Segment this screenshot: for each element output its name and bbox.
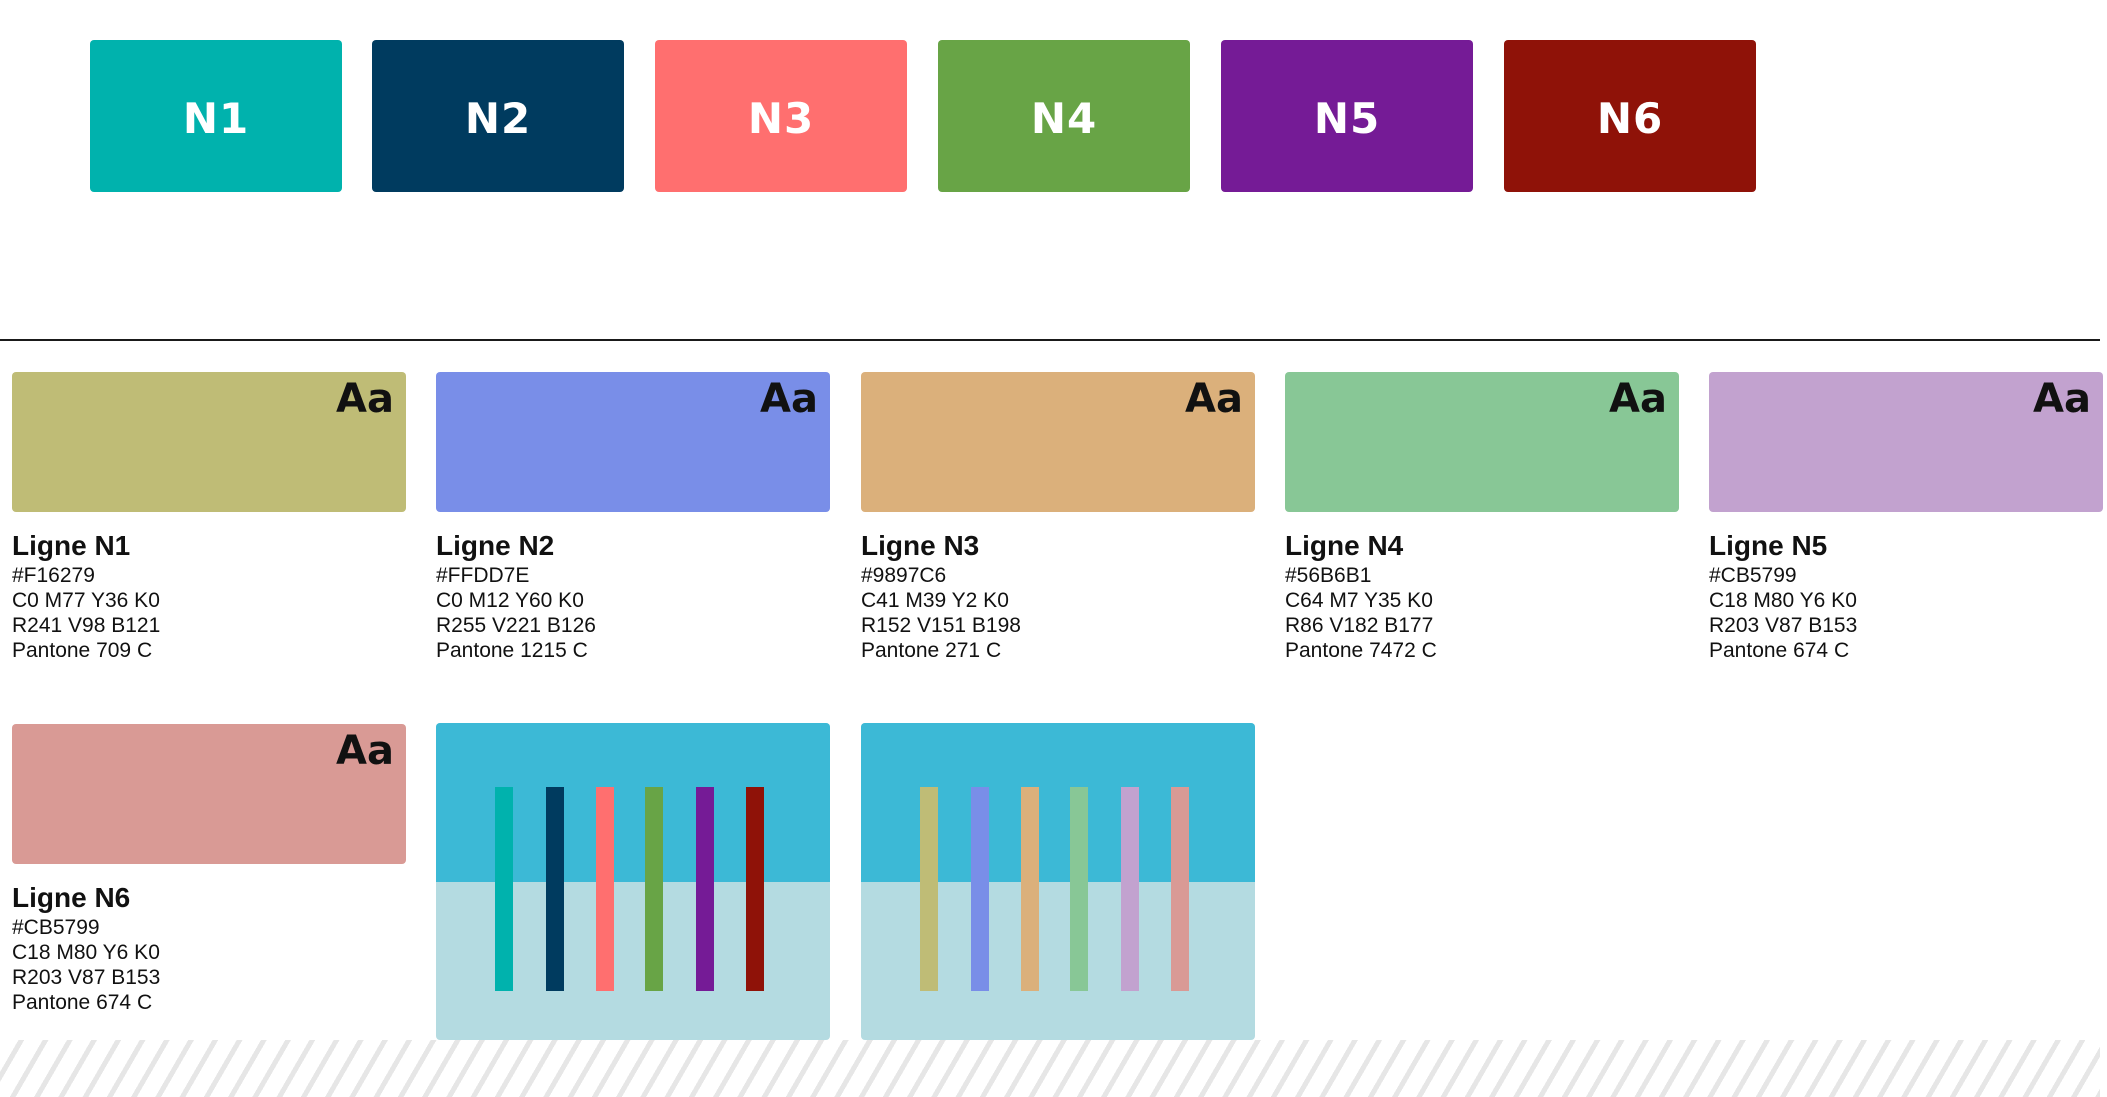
cmyk-values: C41 M39 Y2 K0 — [861, 589, 1009, 612]
cmyk-values: C64 M7 Y35 K0 — [1285, 589, 1433, 612]
swatch-info-3: Ligne N3 #9897C6 C41 M39 Y2 K0 R152 V151 B1… — [861, 529, 1261, 663]
hex-code: #CB5799 — [1709, 564, 1797, 587]
color-bar-5 — [696, 787, 714, 991]
line-tile-label: N2 — [464, 93, 532, 143]
color-bar-6 — [1171, 787, 1189, 991]
swatch-info-5: Ligne N5 #CB5799 C18 M80 Y6 K0 R203 V87 B15… — [1709, 529, 2107, 663]
type-sample: Aa — [2033, 376, 2091, 422]
color-bar-3 — [1021, 787, 1039, 991]
type-sample: Aa — [1609, 376, 1667, 422]
hatched-footer — [0, 1040, 2100, 1097]
hex-code: #FFDD7E — [436, 564, 530, 587]
rgb-values: R203 V87 B153 — [1709, 614, 1858, 637]
swatch-info-2: Ligne N2 #FFDD7E C0 M12 Y60 K0 R255 V221 B1… — [436, 529, 836, 663]
color-swatch-2: Aa — [436, 372, 830, 512]
color-swatch-3: Aa — [861, 372, 1255, 512]
line-tile-1: N1 — [90, 40, 342, 192]
type-sample: Aa — [336, 376, 394, 422]
line-tile-3: N3 — [655, 40, 907, 192]
cmyk-values: C18 M80 Y6 K0 — [12, 941, 160, 964]
line-tile-label: N4 — [1030, 93, 1098, 143]
type-sample: Aa — [336, 728, 394, 774]
pantone-code: Pantone 674 C — [1709, 639, 1850, 662]
color-bar-2 — [546, 787, 564, 991]
swatch-title: Ligne N5 — [1709, 530, 1828, 561]
pantone-code: Pantone 271 C — [861, 639, 1002, 662]
hex-code: #56B6B1 — [1285, 564, 1372, 587]
color-swatch-6: Aa — [12, 724, 406, 864]
color-bar-1 — [495, 787, 513, 991]
type-sample: Aa — [1185, 376, 1243, 422]
section-divider — [0, 339, 2100, 341]
swatch-title: Ligne N6 — [12, 882, 131, 913]
color-bar-5 — [1121, 787, 1139, 991]
line-tile-4: N4 — [938, 40, 1190, 192]
color-bar-6 — [746, 787, 764, 991]
swatch-info-4: Ligne N4 #56B6B1 C64 M7 Y35 K0 R86 V182 B17… — [1285, 529, 1685, 663]
swatch-info-6: Ligne N6 #CB5799 C18 M80 Y6 K0 R203 V87 B15… — [12, 881, 412, 1015]
color-swatch-1: Aa — [12, 372, 406, 512]
line-tile-label: N6 — [1596, 93, 1664, 143]
type-sample: Aa — [760, 376, 818, 422]
line-tile-label: N3 — [747, 93, 815, 143]
color-bar-4 — [1070, 787, 1088, 991]
rgb-values: R203 V87 B153 — [12, 966, 161, 989]
rgb-values: R152 V151 B198 — [861, 614, 1021, 637]
bar-preview-panel-2 — [861, 723, 1255, 1040]
cmyk-values: C0 M77 Y36 K0 — [12, 589, 160, 612]
bar-preview-panel-1 — [436, 723, 830, 1040]
color-bar-3 — [596, 787, 614, 991]
cmyk-values: C18 M80 Y6 K0 — [1709, 589, 1857, 612]
color-swatch-4: Aa — [1285, 372, 1679, 512]
cmyk-values: C0 M12 Y60 K0 — [436, 589, 584, 612]
pantone-code: Pantone 674 C — [12, 991, 153, 1014]
color-swatch-5: Aa — [1709, 372, 2103, 512]
pantone-code: Pantone 1215 C — [436, 639, 588, 662]
swatch-title: Ligne N4 — [1285, 530, 1404, 561]
color-bar-1 — [920, 787, 938, 991]
pantone-code: Pantone 709 C — [12, 639, 153, 662]
rgb-values: R241 V98 B121 — [12, 614, 161, 637]
color-bar-2 — [971, 787, 989, 991]
hex-code: #CB5799 — [12, 916, 100, 939]
line-tile-2: N2 — [372, 40, 624, 192]
swatch-title: Ligne N2 — [436, 530, 555, 561]
rgb-values: R255 V221 B126 — [436, 614, 596, 637]
swatch-info-1: Ligne N1 #F16279 C0 M77 Y36 K0 R241 V98 B12… — [12, 529, 412, 663]
pantone-code: Pantone 7472 C — [1285, 639, 1437, 662]
color-bar-4 — [645, 787, 663, 991]
line-tile-label: N1 — [182, 93, 250, 143]
hex-code: #F16279 — [12, 564, 95, 587]
line-tile-6: N6 — [1504, 40, 1756, 192]
rgb-values: R86 V182 B177 — [1285, 614, 1434, 637]
hex-code: #9897C6 — [861, 564, 947, 587]
line-tile-label: N5 — [1313, 93, 1381, 143]
swatch-title: Ligne N1 — [12, 530, 131, 561]
line-tile-5: N5 — [1221, 40, 1473, 192]
swatch-title: Ligne N3 — [861, 530, 980, 561]
